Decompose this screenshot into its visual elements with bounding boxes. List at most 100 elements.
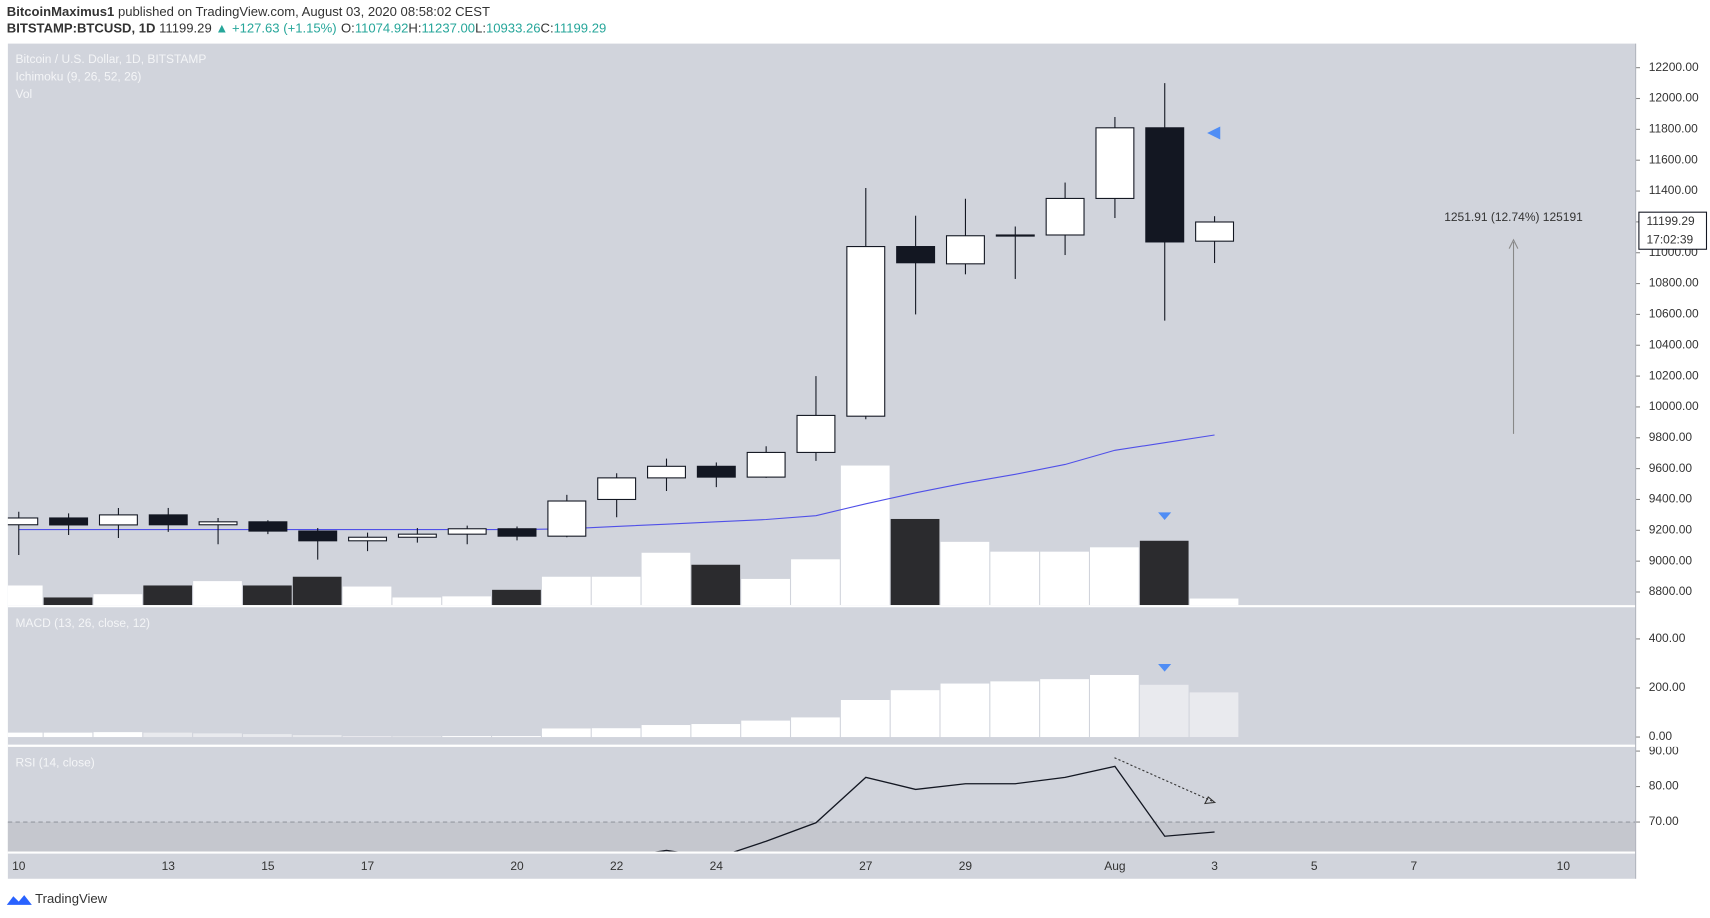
last-price-box [1638,211,1708,250]
candle-body [995,234,1035,237]
chart-content: Vol 8800.00 9000.00 9200.00 9400.00 9600.00 98… [7,52,1708,873]
y-tick-label: 11600.00 [1649,152,1698,166]
publish-line: BitcoinMaximus1 published on TradingView… [7,5,490,20]
candle-body [497,528,537,537]
ohlc-key: O: [341,21,355,36]
x-tick-label: 13 [162,859,176,873]
bar [591,728,641,738]
x-tick-label: 17 [361,859,375,873]
candle-body [796,414,836,453]
y-tick-label: 12200.00 [1649,60,1699,74]
x-tick-label: 22 [610,859,624,873]
symbol-line: BITSTAMP:BTCUSD, 1D 11199.29 ▲ +127.63 (… [7,21,606,36]
bar [43,597,93,606]
bar [93,594,143,606]
candle-body [348,536,388,542]
y-tick-label: 8800.00 [1649,584,1693,598]
bar [143,585,193,606]
measure-label: 1251.91 (12.74%) 125191 [1444,210,1583,224]
candle-body [98,514,138,526]
pane-title: Bitcoin / U.S. Dollar, 1D, BITSTAMP [15,52,206,66]
bar [1189,692,1239,738]
x-tick-label: 24 [710,859,724,873]
x-tick-label: 29 [959,859,973,873]
candle-body [746,451,786,478]
candle-body [49,517,89,526]
y-tick-label: 200.00 [1649,680,1686,694]
bar [791,717,840,738]
candle-body [298,530,338,542]
pane-title: Vol [15,87,32,101]
y-tick-label: 9800.00 [1649,430,1693,444]
ohlc-value: 11199.29 [554,21,607,36]
y-tick-label: 11800.00 [1649,122,1698,136]
candle-body [846,246,886,417]
measure-arrowhead [1508,238,1519,249]
pane-title: MACD (13, 26, close, 12) [15,616,150,630]
candle-body [447,528,487,535]
bar [691,724,741,738]
candle-body [1045,197,1085,236]
y-tick-label: 10000.00 [1649,399,1699,413]
y-tick-label: 9400.00 [1649,492,1693,506]
bar [840,700,890,738]
symbol: BITSTAMP:BTCUSD, 1D [7,21,156,36]
ohlc-value: 11237.00 [421,21,475,36]
bar [1139,540,1189,606]
bar [392,736,442,738]
bar [741,720,790,738]
bar [342,586,392,606]
bar [1090,674,1139,738]
bar [1040,551,1089,606]
y-tick-label: 12000.00 [1649,91,1699,105]
candle-body [148,514,188,526]
bar [193,733,242,738]
pane-title: Ichimoku (9, 26, 52, 26) [15,70,141,84]
x-tick-label: 5 [1311,859,1318,873]
bar [890,518,940,606]
bar [541,576,591,606]
bar [890,690,940,738]
bar [292,735,342,738]
candle-body [1145,127,1185,243]
x-tick-label: 3 [1211,859,1218,873]
bar [641,725,691,738]
y-tick-label: 11400.00 [1649,183,1698,197]
ohlc-value: 10933.26 [486,21,541,36]
line-series [654,765,1215,852]
y-tick-label: 70.00 [1649,814,1679,828]
bar [840,465,890,606]
candle-body [397,533,437,538]
bar [492,589,541,606]
published: published on TradingView.com, August 03,… [118,5,490,20]
signal-arrow [1158,663,1172,672]
bar [143,732,193,738]
change: ▲ +127.63 (+1.15%) [215,21,336,36]
candle-body [1095,127,1135,199]
bar [940,541,990,606]
bar [1139,684,1189,738]
candle-body [647,465,686,479]
ohlc-key: H: [408,21,421,36]
y-tick-label: 0.00 [1649,729,1673,743]
rsi-line [654,765,1215,852]
bar [990,551,1040,606]
bar [691,564,741,606]
bar [442,736,492,738]
y-tick-label: 10600.00 [1649,307,1699,321]
candle-body [248,521,288,532]
y-tick-label: 9600.00 [1649,461,1693,475]
bar-series [7,674,1239,738]
bar [43,732,93,738]
candle-body [1195,221,1235,242]
y-tick-label: 80.00 [1649,779,1679,793]
bar [990,681,1040,738]
bar [392,597,442,606]
y-tick-label: 10400.00 [1649,337,1699,351]
candle-body [696,465,736,478]
x-tick-label: Aug [1104,859,1125,873]
bar-series [7,465,1239,606]
bar [791,559,840,606]
